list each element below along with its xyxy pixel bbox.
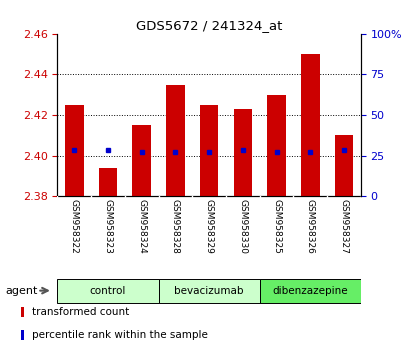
Text: GSM958329: GSM958329 [204,199,213,254]
Bar [65,105,83,196]
Text: GSM958323: GSM958323 [103,199,112,254]
Text: GSM958325: GSM958325 [271,199,280,254]
Bar [233,109,252,196]
Text: agent: agent [6,286,38,296]
Text: dibenzazepine: dibenzazepine [272,286,347,296]
Text: GSM958327: GSM958327 [339,199,348,254]
Text: GSM958330: GSM958330 [238,199,247,254]
Bar [199,105,218,196]
Bar [99,168,117,196]
Bar [132,125,151,196]
Bar [267,95,285,196]
FancyBboxPatch shape [259,279,360,303]
FancyBboxPatch shape [57,279,158,303]
Bar [20,330,24,340]
Text: GSM958322: GSM958322 [70,199,79,254]
Text: transformed count: transformed count [32,307,129,317]
Bar [334,135,353,196]
Text: bevacizumab: bevacizumab [174,286,243,296]
Bar [300,54,319,196]
Text: percentile rank within the sample: percentile rank within the sample [32,330,207,340]
FancyBboxPatch shape [158,279,259,303]
Bar [20,307,24,317]
Text: control: control [90,286,126,296]
Bar [166,85,184,196]
Title: GDS5672 / 241324_at: GDS5672 / 241324_at [135,19,282,33]
Text: GSM958328: GSM958328 [171,199,180,254]
Text: GSM958324: GSM958324 [137,199,146,254]
Text: GSM958326: GSM958326 [305,199,314,254]
